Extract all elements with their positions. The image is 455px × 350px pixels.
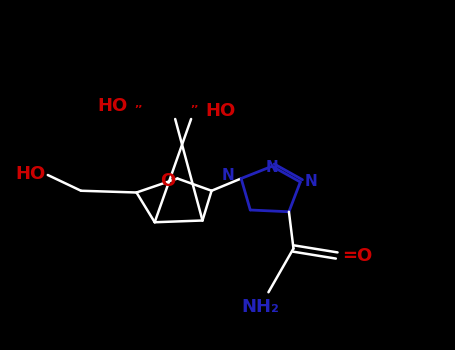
Text: HO: HO — [206, 102, 236, 119]
Text: =O: =O — [342, 247, 372, 265]
Text: N: N — [266, 160, 278, 175]
Text: HO: HO — [15, 165, 46, 183]
Text: ’’: ’’ — [190, 105, 198, 115]
Text: HO: HO — [97, 97, 127, 114]
Text: ’’: ’’ — [134, 105, 143, 115]
Text: N: N — [305, 175, 318, 189]
Text: N: N — [222, 168, 235, 183]
Text: O: O — [160, 172, 175, 190]
Text: NH₂: NH₂ — [242, 298, 280, 315]
